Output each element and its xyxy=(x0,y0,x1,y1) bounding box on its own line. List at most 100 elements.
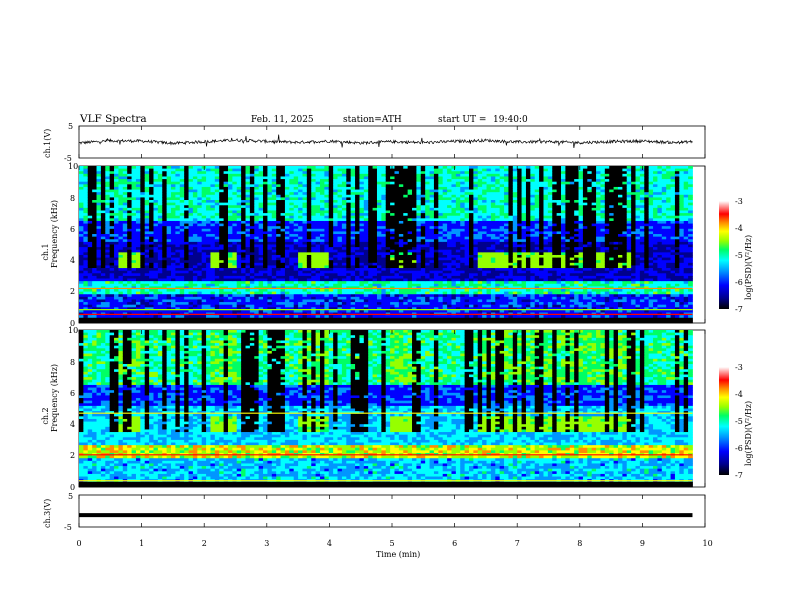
spectrogram-cell xyxy=(320,278,325,282)
spectrogram-cell xyxy=(100,320,106,324)
spectrogram-cell xyxy=(328,260,334,264)
spectrogram-cell xyxy=(249,249,255,253)
spectrogram-cell xyxy=(293,283,299,287)
spectrogram-cell xyxy=(92,173,97,177)
spectrogram-cell xyxy=(245,166,251,170)
spectrogram-cell xyxy=(315,278,321,282)
spectrogram-cell xyxy=(162,202,168,206)
spectrogram-cell xyxy=(394,294,400,298)
spectrogram-cell xyxy=(302,192,308,196)
spectrogram-cell xyxy=(394,197,400,201)
spectrogram-cell xyxy=(197,210,203,214)
spectrogram-cell xyxy=(425,260,430,264)
spectrogram-cell xyxy=(127,202,132,206)
spectrogram-cell xyxy=(140,241,146,245)
spectrogram-cell xyxy=(131,315,137,319)
spectrogram-cell xyxy=(381,278,387,282)
spectrogram-cell xyxy=(302,283,308,287)
spectrogram-cell xyxy=(333,207,338,211)
spectrogram-cell xyxy=(263,205,268,209)
spectrogram-cell xyxy=(267,200,273,204)
spectrogram-cell xyxy=(96,283,102,287)
spectrogram-cell xyxy=(131,205,137,209)
spectrogram-cell xyxy=(153,244,159,248)
spectrogram-cell xyxy=(420,181,426,185)
spectrogram-cell xyxy=(350,254,356,258)
spectrogram-cell xyxy=(127,249,132,253)
spectrogram-cell xyxy=(166,244,172,248)
spectrogram-cell xyxy=(114,317,119,321)
spectrogram-cell xyxy=(346,244,352,248)
spectrogram-cell xyxy=(79,210,84,214)
spectrogram-cell xyxy=(376,168,382,172)
spectrogram-cell xyxy=(236,181,242,185)
spectrogram-cell xyxy=(376,215,382,219)
spectrogram-cell xyxy=(284,315,290,319)
spectrogram-cell xyxy=(144,299,150,303)
spectrogram-cell xyxy=(236,265,242,269)
spectrogram-cell xyxy=(254,192,260,196)
spectrogram-cell xyxy=(276,234,281,238)
spectrogram-cell xyxy=(92,228,97,232)
spectrogram-cell xyxy=(407,288,413,292)
spectrogram-cell xyxy=(118,262,124,266)
spectrogram-cell xyxy=(197,234,203,238)
spectrogram-cell xyxy=(368,228,373,232)
spectrogram-cell xyxy=(192,268,198,272)
spectrogram-cell xyxy=(175,262,181,266)
spectrogram-cell xyxy=(390,166,395,170)
spectrogram-cell xyxy=(140,260,146,264)
spectrogram-cell xyxy=(355,200,360,204)
spectrogram-cell xyxy=(385,288,391,292)
spectrogram-cell xyxy=(162,281,168,285)
spectrogram-cell xyxy=(280,247,286,251)
spectrogram-cell xyxy=(201,218,207,222)
spectrogram-cell xyxy=(79,262,84,266)
spectrogram-cell xyxy=(245,304,251,308)
spectrogram-cell xyxy=(105,294,111,298)
spectrogram-cell xyxy=(328,288,334,292)
spectrogram-cell xyxy=(263,317,268,321)
spectrogram-cell xyxy=(184,252,189,256)
spectrogram-cell xyxy=(140,171,146,175)
spectrogram-cell xyxy=(341,257,347,261)
spectrogram-cell xyxy=(368,179,373,183)
spectrogram-cell xyxy=(157,173,163,177)
spectrogram-cell xyxy=(192,244,198,248)
spectrogram-cell xyxy=(227,317,233,321)
spectrogram-cell xyxy=(83,202,89,206)
spectrogram-cell xyxy=(92,166,97,170)
spectrogram-cell xyxy=(254,317,260,321)
spectrogram-cell xyxy=(407,207,413,211)
spectrogram-cell xyxy=(241,307,246,311)
spectrogram-cell xyxy=(166,197,172,201)
spectrogram-cell xyxy=(403,218,409,222)
spectrogram-cell xyxy=(337,210,343,214)
spectrogram-cell xyxy=(197,176,203,180)
spectrogram-cell xyxy=(179,168,185,172)
spectrogram-cell xyxy=(420,205,426,209)
spectrogram-cell xyxy=(232,239,238,243)
spectrogram-cell xyxy=(179,270,185,274)
spectrogram-cell xyxy=(149,210,154,214)
spectrogram-cell xyxy=(429,192,435,196)
spectrogram-cell xyxy=(328,302,334,306)
spectrogram-cell xyxy=(171,179,176,183)
spectrogram-cell xyxy=(100,291,106,295)
spectrogram-cell xyxy=(298,278,303,282)
spectrogram-cell xyxy=(412,171,417,175)
spectrogram-cell xyxy=(227,181,233,185)
spectrogram-cell xyxy=(223,220,229,224)
spectrogram-cell xyxy=(263,291,268,295)
spectrogram-cell xyxy=(407,275,413,279)
spectrogram-cell xyxy=(153,268,159,272)
spectrogram-cell xyxy=(109,228,115,232)
spectrogram-cell xyxy=(245,186,251,190)
spectrogram-cell xyxy=(337,315,343,319)
spectrogram-cell xyxy=(376,302,382,306)
spectrogram-cell xyxy=(363,288,369,292)
spectrogram-cell xyxy=(412,247,417,251)
spectrogram-cell xyxy=(179,202,185,206)
spectrogram-cell xyxy=(109,234,115,238)
spectrogram-cell xyxy=(127,231,132,235)
